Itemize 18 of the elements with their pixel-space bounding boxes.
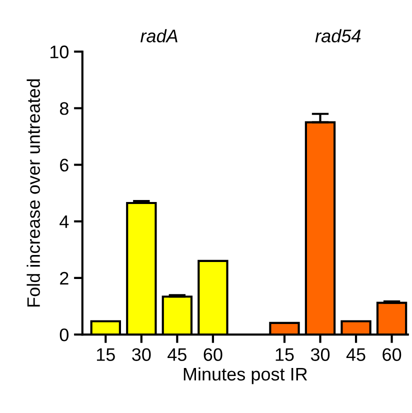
y-tick-label: 4 — [60, 215, 69, 228]
y-tick-label: 2 — [60, 272, 68, 284]
x-tick-label: 60 — [382, 348, 402, 361]
y-tick-label: 0 — [60, 328, 68, 342]
x-tick-label: 15 — [96, 348, 115, 361]
y-axis-title: Fold increase over untreated — [26, 79, 40, 307]
y-tick-label: 8 — [60, 102, 68, 115]
x-tick-label: 60 — [204, 348, 222, 361]
text: radA — [140, 29, 178, 42]
x-tick-label: 30 — [310, 348, 330, 361]
text: rad54 — [315, 29, 361, 42]
y-tick-label: 6 — [60, 158, 68, 172]
x-tick-label: 45 — [346, 348, 366, 361]
x-tick-label: 45 — [168, 348, 186, 361]
x-tick-label: 15 — [276, 348, 294, 361]
y-tick-label: 10 — [50, 46, 68, 58]
x-tick-label: 30 — [132, 348, 151, 361]
x-axis-title: Minutes post IR — [184, 367, 308, 384]
